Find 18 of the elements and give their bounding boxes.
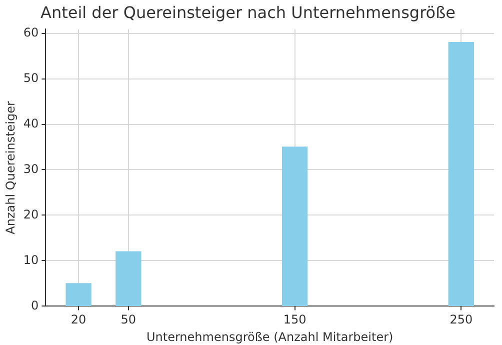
bar	[66, 283, 92, 306]
y-axis-title: Anzahl Quereinsteiger	[3, 101, 18, 234]
y-tick-label: 50	[23, 70, 39, 85]
y-tick-label: 20	[23, 207, 39, 222]
bar	[448, 42, 474, 306]
y-tick-label: 30	[23, 162, 39, 176]
x-tick-label: 50	[120, 312, 136, 327]
x-tick-label: 250	[450, 312, 473, 327]
chart-title: Anteil der Quereinsteiger nach Unternehmensgröße	[40, 2, 456, 22]
x-tick-label: 150	[283, 312, 306, 327]
bar	[116, 251, 142, 306]
x-tick-label: 20	[70, 312, 86, 327]
bar	[282, 146, 308, 306]
y-tick-label: 40	[23, 116, 39, 130]
y-tick-label: 60	[23, 25, 39, 40]
x-axis-title: Unternehmensgröße (Anzahl Mitarbeiter)	[146, 330, 394, 344]
y-tick-label: 10	[23, 252, 39, 267]
y-tick-label: 0	[31, 298, 39, 312]
